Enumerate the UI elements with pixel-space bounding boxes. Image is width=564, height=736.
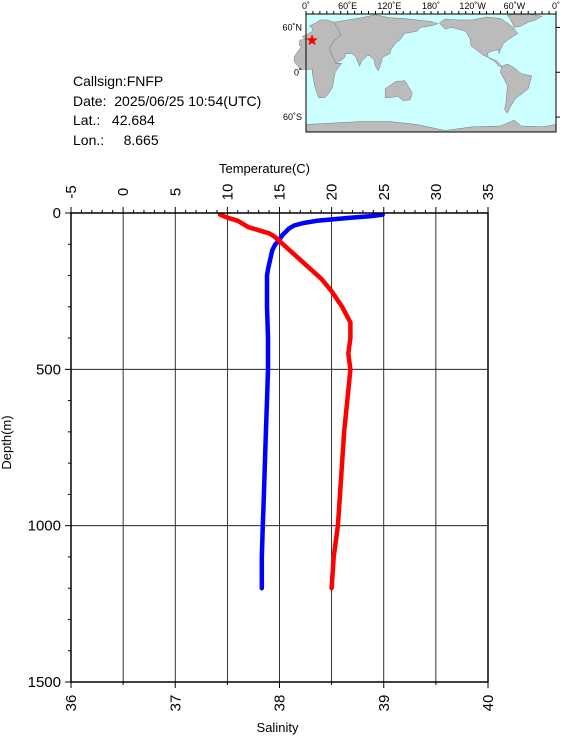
callsign-text: Callsign:FNFP: [73, 73, 164, 89]
north-america-landmass: [438, 16, 519, 67]
temperature-tick-label: 0: [115, 188, 132, 196]
map-lon-label: 120˚E: [377, 1, 401, 11]
chart-grid: [71, 213, 488, 682]
map-lon-label: 60˚E: [338, 1, 357, 11]
location-star-marker: [306, 34, 318, 46]
station-info: Callsign:FNFP Date: 2025/06/25 10:54(UTC…: [73, 72, 261, 150]
map-lat-label: 60˚N: [282, 22, 302, 32]
temperature-tick-label: 25: [376, 184, 393, 201]
depth-tick-label: 0: [53, 205, 61, 222]
depth-axis-title: Depth(m): [0, 415, 14, 469]
temperature-profile-line: [259, 212, 385, 591]
temperature-tick-label: -5: [63, 185, 80, 198]
greenland-landmass: [506, 13, 543, 28]
latitude-text: Lat.: 42.684: [73, 112, 155, 128]
temperature-tick-label: 10: [219, 184, 236, 201]
temperature-tick-label: 30: [428, 184, 445, 201]
map-lon-label: 180˚: [422, 1, 440, 11]
depth-tick-label: 500: [36, 361, 61, 378]
salinity-tick-label: 39: [376, 695, 393, 712]
chart-series: [217, 212, 385, 591]
temperature-axis-title: Temperature(C): [219, 161, 310, 176]
salinity-tick-label: 37: [167, 695, 184, 712]
salinity-tick-label: 36: [63, 695, 80, 712]
salinity-tick-label: 38: [272, 695, 289, 712]
map-lat-label: 60˚S: [283, 112, 302, 122]
asia-landmass: [330, 14, 439, 72]
map-lat-label: 0˚: [294, 67, 302, 77]
australia-landmass: [384, 80, 413, 101]
salinity-profile-line: [217, 212, 353, 591]
temperature-tick-label: 15: [272, 184, 289, 201]
map-lon-label: 120˚W: [459, 1, 486, 11]
temperature-tick-label: 20: [324, 184, 341, 201]
map-lon-label: 0˚: [302, 1, 310, 11]
map-lon-label: 0˚: [552, 1, 560, 11]
depth-tick-label: 1500: [28, 674, 61, 691]
salinity-tick-label: 40: [480, 695, 497, 712]
location-map: 0˚ 60˚E 120˚E 180˚ 120˚W 60˚W 0˚ 60˚N 0˚ 60˚S: [282, 1, 560, 133]
longitude-text: Lon.: 8.665: [73, 131, 159, 148]
map-lon-label: 60˚W: [504, 1, 526, 11]
temperature-tick-label: 35: [480, 184, 497, 201]
salinity-axis-title: Salinity: [257, 720, 299, 735]
south-america-landmass: [500, 63, 533, 114]
temperature-tick-label: 5: [167, 188, 184, 196]
date-text: Date: 2025/06/25 10:54(UTC): [73, 92, 262, 109]
depth-tick-label: 1000: [28, 518, 61, 535]
